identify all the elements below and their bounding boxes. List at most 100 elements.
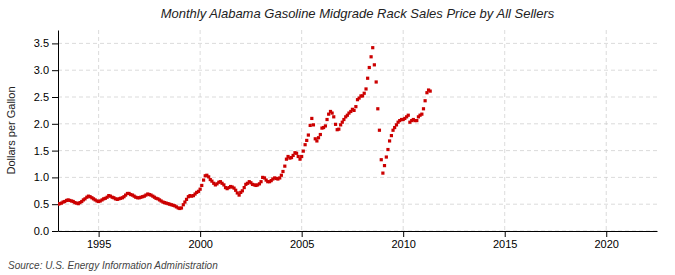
point: [280, 174, 283, 177]
point: [415, 119, 418, 122]
y-tick-mark: [52, 177, 58, 178]
point: [332, 115, 335, 118]
point: [302, 150, 305, 153]
point: [331, 111, 334, 114]
y-tick-label: 0.5: [34, 198, 49, 210]
point: [283, 165, 286, 168]
x-tick: 2015: [493, 231, 517, 250]
grid-line: [504, 30, 505, 231]
y-tick-label: 1.5: [34, 145, 49, 157]
point: [352, 109, 355, 112]
grid-line: [403, 30, 404, 231]
x-tick-mark: [302, 231, 303, 237]
y-tick-mark: [52, 97, 58, 98]
y-tick: 1.5: [34, 145, 58, 157]
x-tick-mark: [505, 231, 506, 237]
plot: 1995 2000 2005 2010 2015 2020 0.0 0.5 1.0 1.5 2.0 2…: [34, 30, 658, 250]
y-tick-mark: [52, 231, 58, 232]
point: [371, 46, 374, 49]
point: [317, 136, 320, 139]
point: [363, 92, 366, 95]
point: [312, 123, 315, 126]
point: [304, 143, 307, 146]
point: [422, 107, 425, 110]
x-tick-label: 2000: [188, 238, 212, 250]
point: [180, 206, 183, 209]
point: [334, 123, 337, 126]
point: [386, 148, 389, 151]
grid-line: [606, 30, 607, 231]
grid-line: [58, 231, 657, 232]
x-tick: 2020: [594, 231, 618, 250]
point: [366, 77, 369, 80]
point: [309, 124, 312, 127]
point: [424, 99, 427, 102]
point: [373, 63, 376, 66]
x-tick-label: 2020: [594, 238, 618, 250]
point: [381, 172, 384, 175]
point: [310, 117, 313, 120]
point: [364, 87, 367, 90]
chart: 1995 2000 2005 2010 2015 2020 0.0 0.5 1.0 1.5 2.0 2…: [0, 0, 675, 275]
point: [407, 114, 410, 117]
point: [370, 55, 373, 58]
y-tick-label: 3.0: [34, 64, 49, 76]
point: [388, 139, 391, 142]
x-axis: 1995 2000 2005 2010 2015 2020: [59, 231, 658, 250]
x-tick: 2000: [188, 231, 212, 250]
x-tick-mark: [403, 231, 404, 237]
y-tick: 0.0: [34, 225, 58, 237]
x-tick-mark: [606, 231, 607, 237]
grid-line: [200, 30, 201, 231]
point: [307, 133, 310, 136]
point: [420, 113, 423, 116]
y-axis-title: Dollars per Gallon: [5, 86, 17, 174]
x-tick: 1995: [87, 231, 111, 250]
point: [337, 128, 340, 131]
y-tick-label: 1.0: [34, 171, 49, 183]
grid-line: [58, 43, 657, 44]
y-tick-label: 3.5: [34, 37, 49, 49]
x-tick-mark: [200, 231, 201, 237]
grid: [58, 30, 657, 231]
x-tick-label: 2010: [391, 238, 415, 250]
y-tick-label: 2.5: [34, 91, 49, 103]
grid-line: [301, 30, 302, 231]
x-tick: 2010: [391, 231, 415, 250]
point: [354, 105, 357, 108]
y-tick: 0.5: [34, 198, 58, 210]
point: [305, 139, 308, 142]
point: [368, 66, 371, 69]
grid-line: [58, 97, 657, 98]
point: [383, 164, 386, 167]
y-tick-mark: [52, 43, 58, 44]
y-tick-mark: [52, 70, 58, 71]
y-axis: 0.0 0.5 1.0 1.5 2.0 2.5 3.0 3.5: [34, 31, 59, 238]
x-tick-label: 1995: [87, 238, 111, 250]
point: [281, 170, 284, 173]
point: [380, 158, 383, 161]
x-axis-line: [59, 231, 658, 232]
x-tick-label: 2015: [493, 238, 517, 250]
grid-line: [58, 177, 657, 178]
y-tick: 2.5: [34, 91, 58, 103]
point: [375, 80, 378, 83]
grid-line: [58, 70, 657, 71]
point: [300, 155, 303, 158]
point: [315, 139, 318, 142]
y-tick-mark: [52, 151, 58, 152]
point: [325, 118, 328, 121]
y-tick-mark: [52, 124, 58, 125]
points: [58, 46, 432, 210]
y-tick-label: 0.0: [34, 225, 49, 237]
point: [429, 90, 432, 93]
point: [385, 155, 388, 158]
y-tick: 1.0: [34, 171, 58, 183]
y-tick: 2.0: [34, 118, 58, 130]
x-tick: 2005: [290, 231, 314, 250]
point: [199, 188, 202, 191]
y-tick: 3.0: [34, 64, 58, 76]
point: [324, 124, 327, 127]
title: Monthly Alabama Gasoline Midgrade Rack S…: [161, 6, 555, 21]
point: [241, 189, 244, 192]
